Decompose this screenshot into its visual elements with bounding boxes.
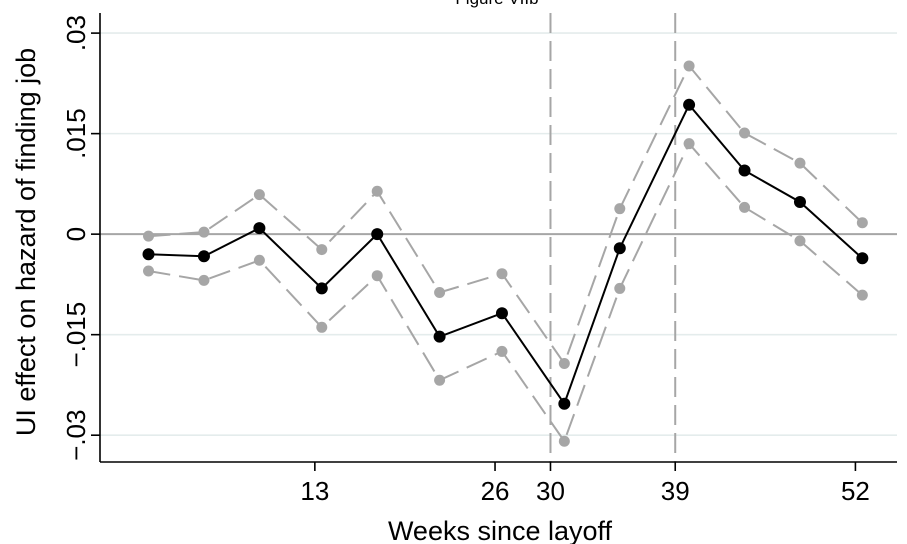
estimate-point xyxy=(738,164,751,177)
upper-ci-point xyxy=(614,203,626,215)
x-tick-label: 13 xyxy=(300,476,329,506)
lower-ci-point xyxy=(496,345,508,357)
y-tick-label: .015 xyxy=(61,108,91,159)
estimate-point xyxy=(142,248,155,261)
x-tick-label: 26 xyxy=(481,476,510,506)
y-tick-label: 0 xyxy=(61,227,91,241)
upper-ci-point xyxy=(794,157,806,169)
estimate-point xyxy=(371,228,384,241)
upper-ci-point xyxy=(434,286,446,298)
estimate-point xyxy=(433,330,446,343)
estimate-point xyxy=(253,222,266,235)
y-tick-label: −.015 xyxy=(61,302,91,368)
upper-ci-point xyxy=(143,230,155,242)
upper-ci-point xyxy=(856,217,868,229)
x-axis-title: Weeks since layoff xyxy=(388,516,613,544)
lower-ci-point xyxy=(253,254,265,266)
lower-ci-point xyxy=(143,265,155,277)
y-tick-label: −.03 xyxy=(61,410,91,461)
upper-ci-point xyxy=(253,189,265,201)
gridlines xyxy=(100,32,897,436)
estimate-point xyxy=(793,195,806,208)
lower-ci-point xyxy=(198,274,210,286)
lower-ci-point xyxy=(614,282,626,294)
upper-ci-point xyxy=(496,268,508,280)
estimate-point xyxy=(197,250,210,263)
lower-ci-point xyxy=(316,321,328,333)
upper-ci-point xyxy=(316,244,328,256)
lower-ci-point xyxy=(434,374,446,386)
estimate-point xyxy=(613,242,626,255)
reference-lines xyxy=(100,13,897,462)
lower-ci-point xyxy=(739,201,751,213)
axes: −.03 −.015 0 .015 .03 13 26 30 39 52 xyxy=(61,13,897,506)
lower-ci-point xyxy=(558,435,570,447)
lower-ci-point xyxy=(683,138,695,150)
estimate-point xyxy=(856,252,869,265)
upper-ci-point xyxy=(683,60,695,72)
upper-ci-point xyxy=(371,185,383,197)
x-tick-label: 39 xyxy=(661,476,690,506)
estimate-point xyxy=(558,397,571,410)
lower-ci-point xyxy=(794,235,806,247)
chart-title: Figure VIIb xyxy=(455,0,538,8)
x-tick-label: 30 xyxy=(536,476,565,506)
lower-ci-point xyxy=(371,270,383,282)
estimate-line xyxy=(148,102,863,406)
x-tick-label: 52 xyxy=(841,476,870,506)
estimate-point xyxy=(315,282,328,295)
y-axis-title: UI effect on hazard of finding job xyxy=(11,48,41,436)
upper-ci-point xyxy=(198,226,210,238)
lower-ci-line xyxy=(148,141,863,444)
estimate-point xyxy=(683,98,696,111)
plot-series xyxy=(142,60,869,447)
y-tick-label: .03 xyxy=(61,15,91,51)
upper-ci-point xyxy=(739,127,751,139)
upper-ci-point xyxy=(558,357,570,369)
estimate-point xyxy=(495,307,508,320)
lower-ci-point xyxy=(856,289,868,301)
